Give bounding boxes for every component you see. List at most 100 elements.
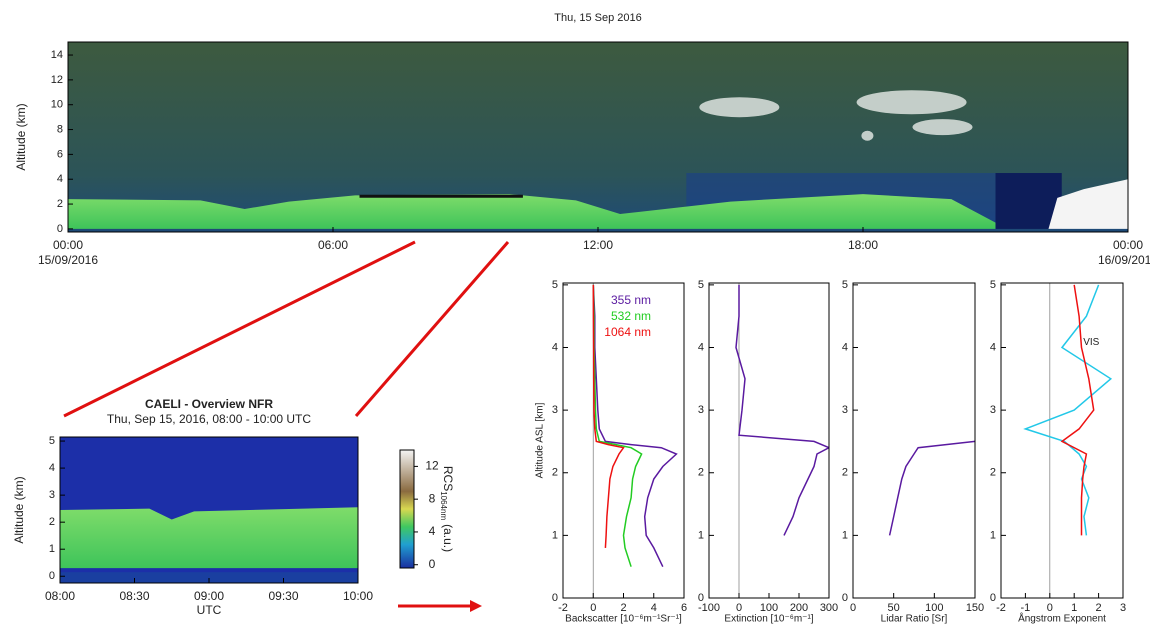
x-tick-label: 200	[790, 602, 808, 614]
x-axis-label: Backscatter [10⁻⁶m⁻¹Sr⁻¹]	[565, 614, 682, 625]
legend-entry: 1064 nm	[604, 325, 651, 339]
profile-line	[888, 440, 975, 536]
y-tick-label: 2	[990, 467, 996, 479]
y-tick-label: 1	[552, 529, 558, 541]
y-tick-label: 6	[57, 148, 63, 160]
x-tick-label: 0	[1047, 602, 1053, 614]
x-tick-label: 08:30	[119, 589, 149, 603]
cirrus-cloud	[699, 97, 780, 118]
x-tick-label: 0	[736, 602, 742, 614]
y-tick-label: 0	[49, 570, 55, 582]
x-tick-label: -100	[698, 602, 720, 614]
cirrus-cloud	[912, 119, 973, 136]
colorbar-label-sub: 1064nm	[439, 491, 448, 520]
y-tick-label: 8	[57, 123, 63, 135]
cirrus-cloud	[856, 90, 967, 115]
annotation: VIS	[1083, 337, 1099, 348]
y-tick-label: 3	[552, 404, 558, 416]
x-tick-label: 150	[966, 602, 984, 614]
y-tick-label: 0	[990, 592, 996, 604]
aerosol-top	[359, 194, 523, 198]
y-tick-label: 5	[842, 279, 848, 291]
y-tick-label: 5	[552, 279, 558, 291]
y-tick-label: 12	[51, 74, 63, 86]
x-tick-label: -2	[558, 602, 568, 614]
y-tick-label: 4	[698, 341, 704, 353]
colorbar-tick-label: 0	[429, 557, 436, 571]
y-tick-label: 5	[698, 279, 704, 291]
x-axis-label: Lidar Ratio [Sr]	[881, 614, 948, 625]
chart-subtitle: Thu, Sep 15, 2016, 08:00 - 10:00 UTC	[107, 412, 311, 426]
x-axis-label: Ångstrom Exponent	[1018, 612, 1106, 625]
x-date-label: 16/09/2016	[1098, 253, 1150, 267]
y-tick-label: 1	[990, 529, 996, 541]
y-tick-label: 4	[552, 341, 558, 353]
plot-frame	[1000, 282, 1124, 599]
y-tick-label: 3	[842, 404, 848, 416]
x-tick-label: 300	[820, 602, 838, 614]
boundary-layer	[60, 507, 358, 569]
y-tick-label: 2	[698, 467, 704, 479]
x-tick-label: 00:00	[1113, 238, 1143, 252]
profile-line	[1023, 284, 1113, 536]
y-tick-label: 0	[552, 592, 558, 604]
plot-area	[1023, 283, 1113, 598]
profile-line	[592, 284, 643, 567]
y-tick-label: 3	[49, 489, 55, 501]
profile-line	[592, 284, 625, 548]
y-tick-label: 2	[57, 198, 63, 210]
colorbar	[399, 449, 415, 569]
legend-entry: 355 nm	[611, 293, 651, 307]
x-tick-label: 1	[1071, 602, 1077, 614]
x-tick-label: 09:00	[194, 589, 224, 603]
x-date-label: 15/09/2016	[38, 253, 98, 267]
x-tick-label: 100	[925, 602, 943, 614]
y-tick-label: 1	[842, 529, 848, 541]
x-tick-label: 2	[620, 602, 626, 614]
colorbar-label-main: RCS	[441, 466, 455, 491]
y-tick-label: 0	[842, 592, 848, 604]
x-axis-label: Extinction [10⁻⁶m⁻¹]	[724, 614, 813, 625]
colorbar-tick-label: 8	[429, 491, 436, 505]
x-tick-label: 0	[590, 602, 596, 614]
x-tick-label: 00:00	[53, 238, 83, 252]
x-tick-label: 09:30	[268, 589, 298, 603]
y-tick-label: 2	[49, 516, 55, 528]
plot-frame	[852, 282, 976, 599]
zoom-line	[63, 240, 416, 418]
x-tick-label: 12:00	[583, 238, 613, 252]
x-tick-label: 3	[1120, 602, 1126, 614]
y-tick-label: 14	[51, 49, 63, 61]
plot-area	[735, 283, 829, 598]
x-tick-label: 4	[651, 602, 657, 614]
profile-line	[735, 284, 829, 536]
profile-line	[592, 284, 678, 568]
surface-layer	[60, 572, 358, 583]
y-tick-label: 3	[990, 404, 996, 416]
x-tick-label: 50	[888, 602, 900, 614]
x-tick-label: 100	[760, 602, 778, 614]
y-tick-label: 2	[842, 467, 848, 479]
y-tick-label: 10	[51, 99, 63, 111]
x-tick-label: 08:00	[45, 589, 75, 603]
y-tick-label: 5	[49, 435, 55, 447]
y-tick-label: 0	[698, 592, 704, 604]
y-axis-label: Altitude (km)	[12, 476, 26, 543]
chart-title: CAELI - Overview NFR	[145, 397, 273, 411]
y-axis-label: Altitude (km)	[14, 103, 28, 170]
x-tick-label: 6	[681, 602, 687, 614]
colorbar-tick-label: 12	[425, 459, 439, 473]
plot-area	[592, 283, 678, 598]
low-cloud	[1048, 179, 1128, 229]
y-tick-label: 2	[552, 467, 558, 479]
y-tick-label: 4	[49, 462, 55, 474]
x-tick-label: -1	[1021, 602, 1031, 614]
y-axis-label: Altitude ASL [km]	[535, 402, 546, 478]
y-tick-label: 5	[990, 279, 996, 291]
y-tick-label: 1	[49, 543, 55, 555]
x-tick-label: 0	[850, 602, 856, 614]
legend-entry: 532 nm	[611, 309, 651, 323]
profile-line	[1060, 284, 1095, 536]
cirrus-cloud	[861, 130, 874, 141]
